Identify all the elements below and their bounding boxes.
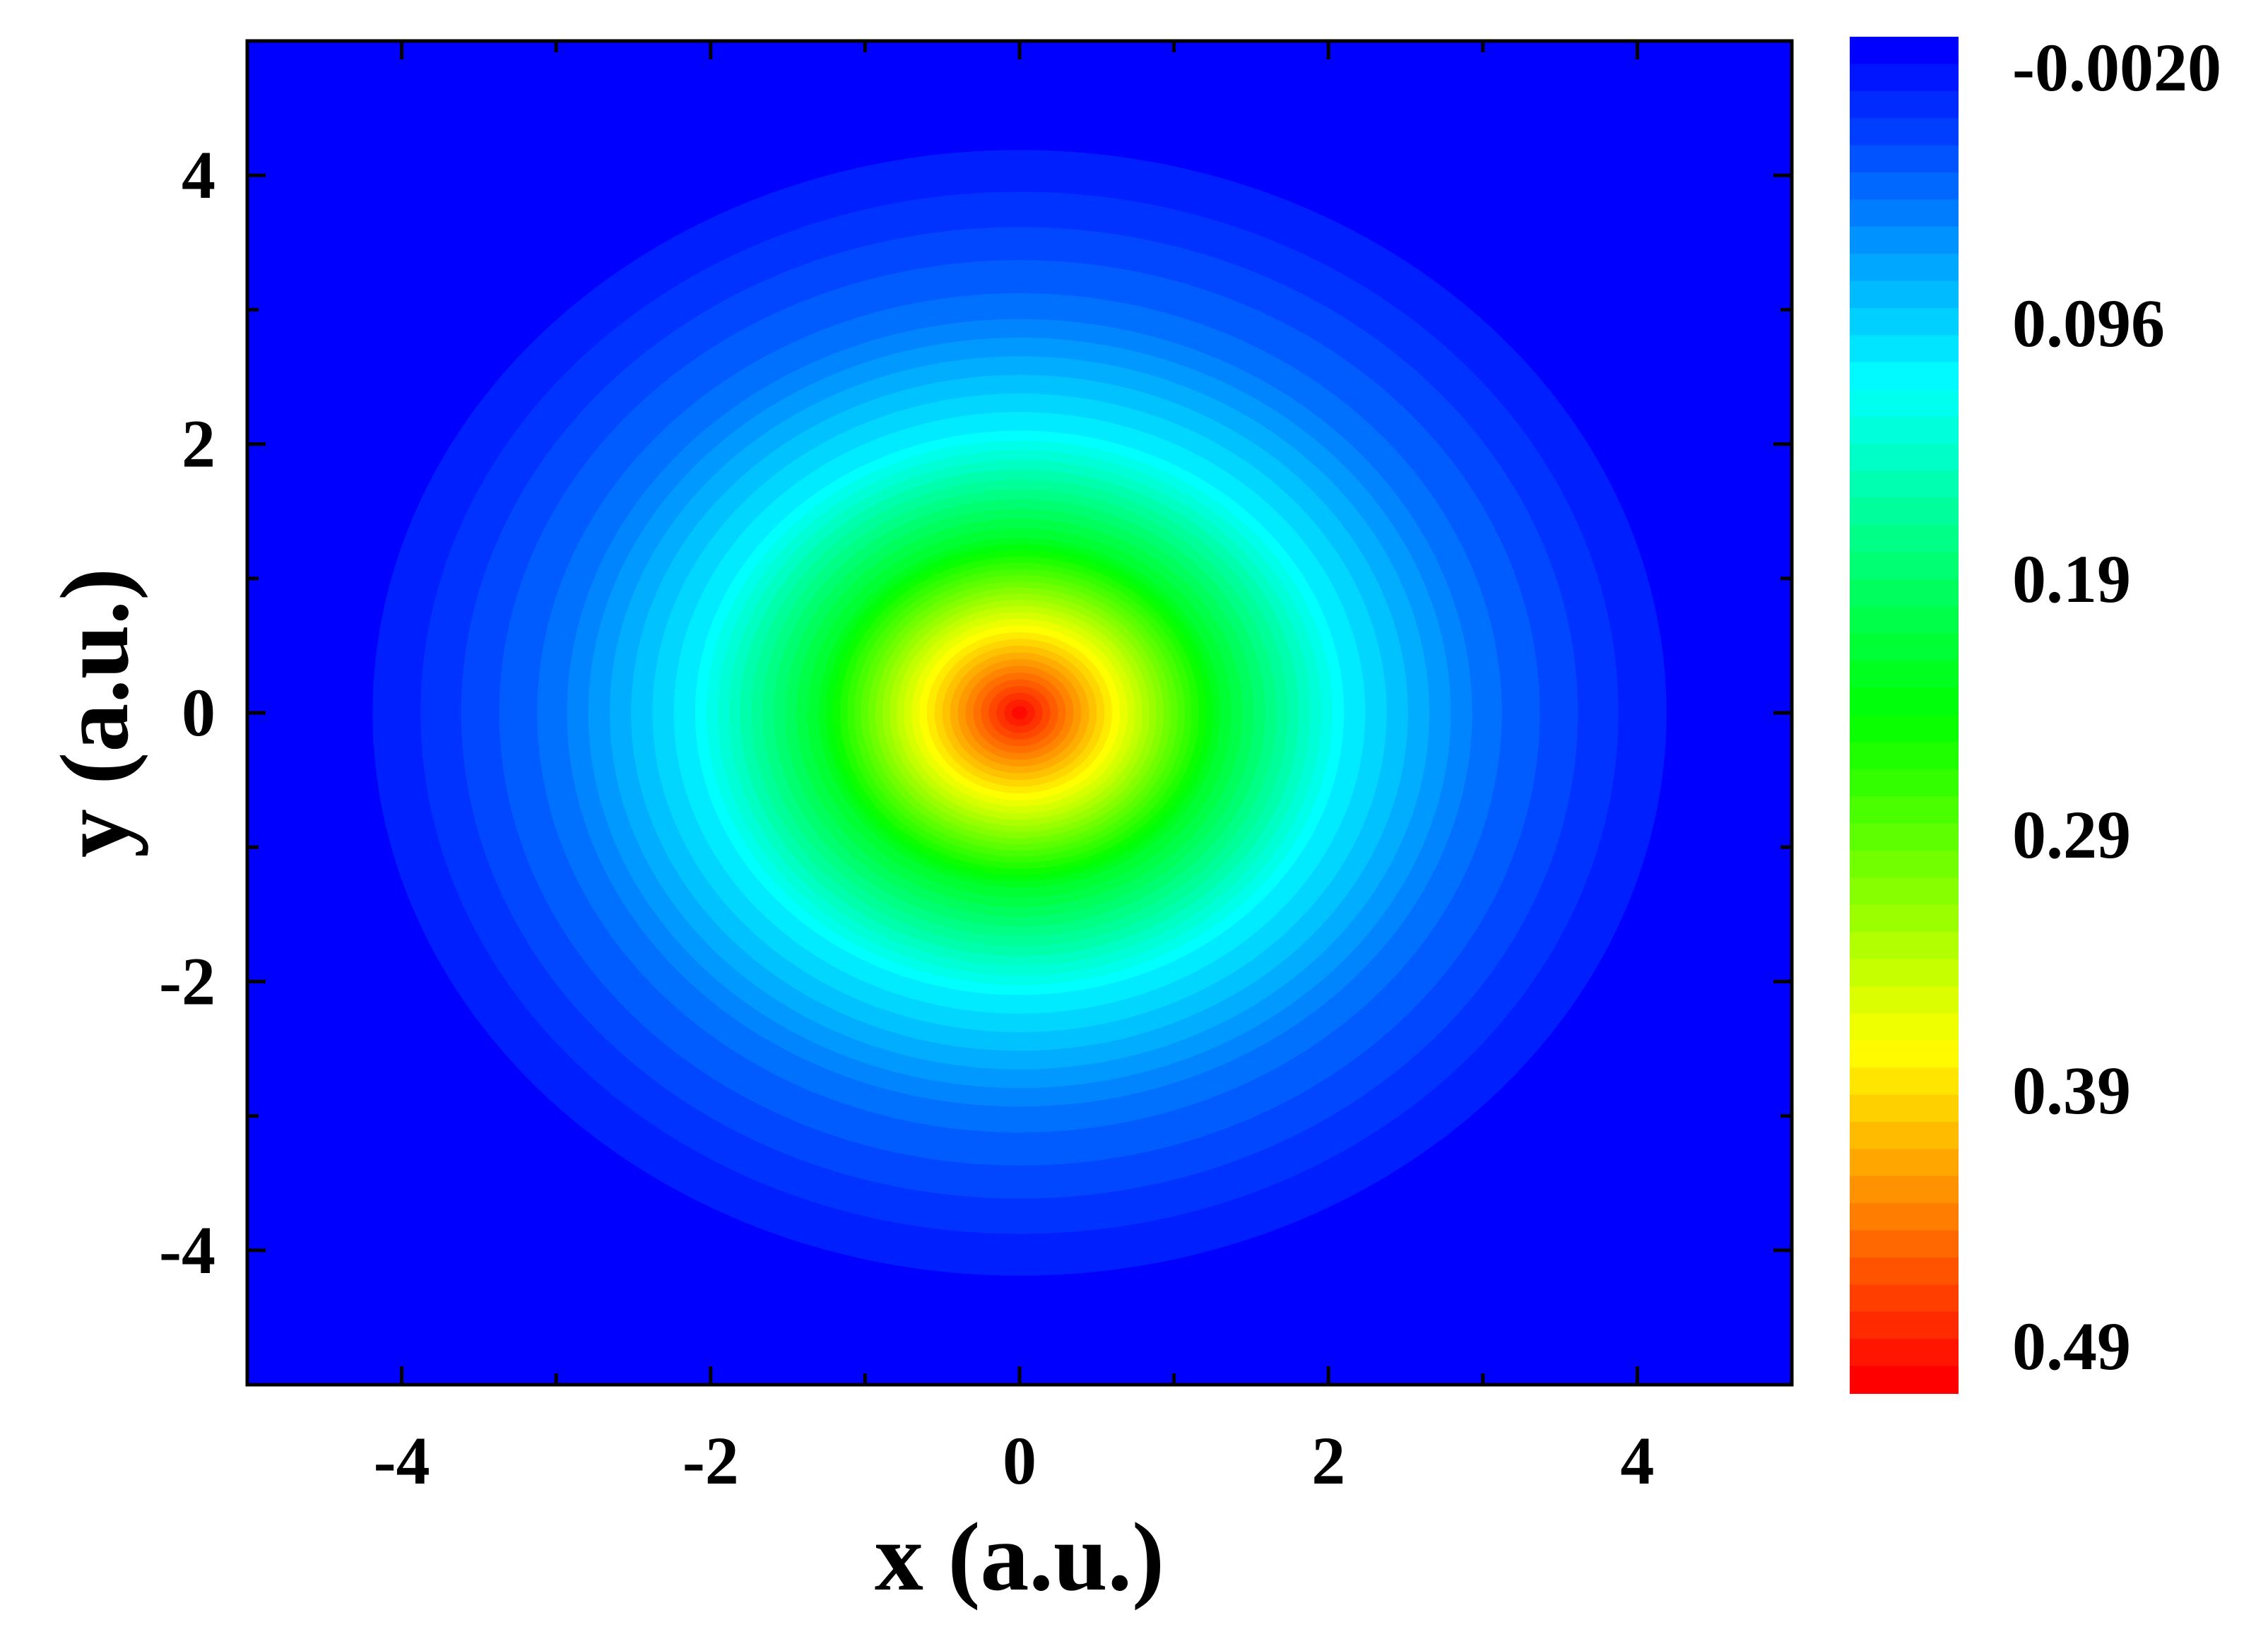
colorbar-segment [1850, 172, 1959, 201]
y-axis-label: y (a.u.) [40, 568, 148, 858]
colorbar-segment [1850, 552, 1959, 580]
y-axis-tick-labels: 4 2 0 -2 -4 [159, 137, 215, 1288]
colorbar-segment [1850, 308, 1959, 336]
x-axis-ticks [400, 41, 1639, 1385]
y-axis-ticks [247, 173, 1792, 1253]
colorbar-segment [1850, 579, 1959, 608]
colorbar-segment [1850, 335, 1959, 363]
colorbar-tick-label: 0.49 [2012, 1308, 2131, 1384]
colorbar-segment [1850, 606, 1959, 634]
y-tick-label: 4 [182, 137, 215, 213]
colorbar-segment [1850, 769, 1959, 798]
y-tick-label: -2 [159, 943, 215, 1019]
colorbar-tick-label: 0.39 [2012, 1053, 2131, 1128]
colorbar-segment [1850, 715, 1959, 743]
y-tick-label: 2 [182, 406, 215, 482]
colorbar-segment [1850, 525, 1959, 553]
colorbar-segment [1850, 1230, 1959, 1258]
colorbar-segment [1850, 1149, 1959, 1177]
colorbar-segment [1850, 904, 1959, 933]
x-axis-tick-labels: -4 -2 0 2 4 [374, 1423, 1655, 1498]
colorbar-segment [1850, 742, 1959, 770]
y-tick-label: -4 [159, 1212, 215, 1288]
x-tick-label: -4 [374, 1423, 430, 1498]
colorbar-segment [1850, 877, 1959, 906]
colorbar-segment [1850, 661, 1959, 689]
colorbar-segment [1850, 796, 1959, 824]
y-tick-label: 0 [182, 675, 215, 750]
colorbar-segment [1850, 1339, 1959, 1367]
colorbar-segment [1850, 1258, 1959, 1286]
colorbar-segment [1850, 1284, 1959, 1313]
colorbar-tick-label: 0.19 [2012, 541, 2131, 617]
colorbar-segment [1850, 633, 1959, 662]
colorbar-segment [1850, 1203, 1959, 1231]
x-tick-label: 0 [1003, 1423, 1036, 1498]
colorbar-segment [1850, 471, 1959, 499]
colorbar-segment [1850, 64, 1959, 92]
colorbar-segment [1850, 959, 1959, 987]
colorbar-segment [1850, 280, 1959, 309]
x-tick-label: 2 [1311, 1423, 1345, 1498]
colorbar-segment [1850, 254, 1959, 282]
colorbar-segment [1850, 1013, 1959, 1041]
x-tick-label: -2 [683, 1423, 739, 1498]
colorbar-segment [1850, 497, 1959, 526]
colorbar-tick-label: 0.29 [2012, 797, 2131, 872]
x-tick-label: 4 [1620, 1423, 1654, 1498]
colorbar-segment [1850, 1311, 1959, 1340]
colorbar-segment [1850, 118, 1959, 146]
colorbar-segment [1850, 389, 1959, 418]
colorbar-tick-label: -0.0020 [2012, 30, 2221, 105]
colorbar-segment [1850, 1366, 1959, 1394]
colorbar-segment [1850, 823, 1959, 851]
colorbar-segment [1850, 416, 1959, 444]
colorbar-segment [1850, 199, 1959, 227]
contour-level [1012, 706, 1027, 720]
colorbar-segment [1850, 362, 1959, 391]
colorbar [1850, 37, 1959, 1394]
colorbar-segment [1850, 1122, 1959, 1150]
colorbar-segment [1850, 687, 1959, 716]
contour-fill [247, 41, 1792, 1385]
colorbar-segment [1850, 37, 1959, 65]
colorbar-segment [1850, 1176, 1959, 1205]
colorbar-segment [1850, 851, 1959, 879]
colorbar-segment [1850, 1094, 1959, 1123]
colorbar-segment [1850, 444, 1959, 472]
colorbar-segment [1850, 1040, 1959, 1069]
colorbar-segment [1850, 986, 1959, 1014]
colorbar-segment [1850, 226, 1959, 255]
colorbar-segment [1850, 145, 1959, 173]
colorbar-segment [1850, 1067, 1959, 1096]
colorbar-segment [1850, 90, 1959, 119]
x-axis-label: x (a.u.) [875, 1503, 1164, 1611]
colorbar-tick-labels: -0.0020 0.096 0.19 0.29 0.39 0.49 [2012, 30, 2221, 1384]
colorbar-segment [1850, 932, 1959, 960]
colorbar-tick-label: 0.096 [2012, 285, 2165, 361]
